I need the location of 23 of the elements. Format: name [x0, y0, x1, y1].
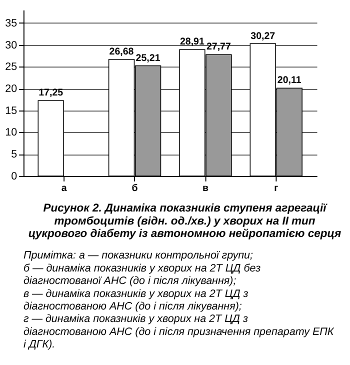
y-tick-label: 15	[5, 104, 18, 117]
y-tick-label: 0	[11, 170, 18, 182]
y-tick-label: 20	[5, 82, 18, 95]
x-tick-label: в	[202, 183, 208, 194]
text: Рисунок 2. Динаміка показників ступеня агрегації тромбоцитів (відн. од./хв.) у хворих на II тип цукрового діабету із автономною нейропатією серця	[28, 202, 342, 240]
data-label: 25,21	[136, 52, 161, 64]
y-tick-label: 35	[5, 17, 18, 30]
text: Примітка: а — показники контрольної групи;	[23, 250, 253, 262]
data-label: 30,27	[250, 30, 276, 42]
data-label: 28,91	[180, 36, 205, 48]
data-label: 17,25	[38, 88, 64, 99]
y-tick-label: 25	[5, 61, 18, 74]
x-tick-label: б	[132, 183, 138, 194]
data-label: 20,11	[277, 75, 302, 86]
y-tick-label: 10	[5, 126, 18, 139]
y-tick-label: 30	[5, 39, 18, 52]
text: в — динаміка показників у хворих на 2Т ЦД з діагностованою АНС (до і після лікування);	[23, 288, 248, 312]
x-tick-label: а	[61, 183, 68, 194]
text: б — динаміка показників у хворих на 2Т ЦД без діагностованої АНС (до і після лікування);	[23, 262, 261, 288]
data-label: 26,68	[109, 46, 134, 58]
y-tick-label: 5	[11, 148, 18, 161]
text: г — динаміка показників у хворих на 2Т ЦД з діагностованою АНС (до і після призначення препарату ЕПК і ДГК).	[23, 313, 334, 351]
x-tick-label: г	[274, 183, 278, 194]
